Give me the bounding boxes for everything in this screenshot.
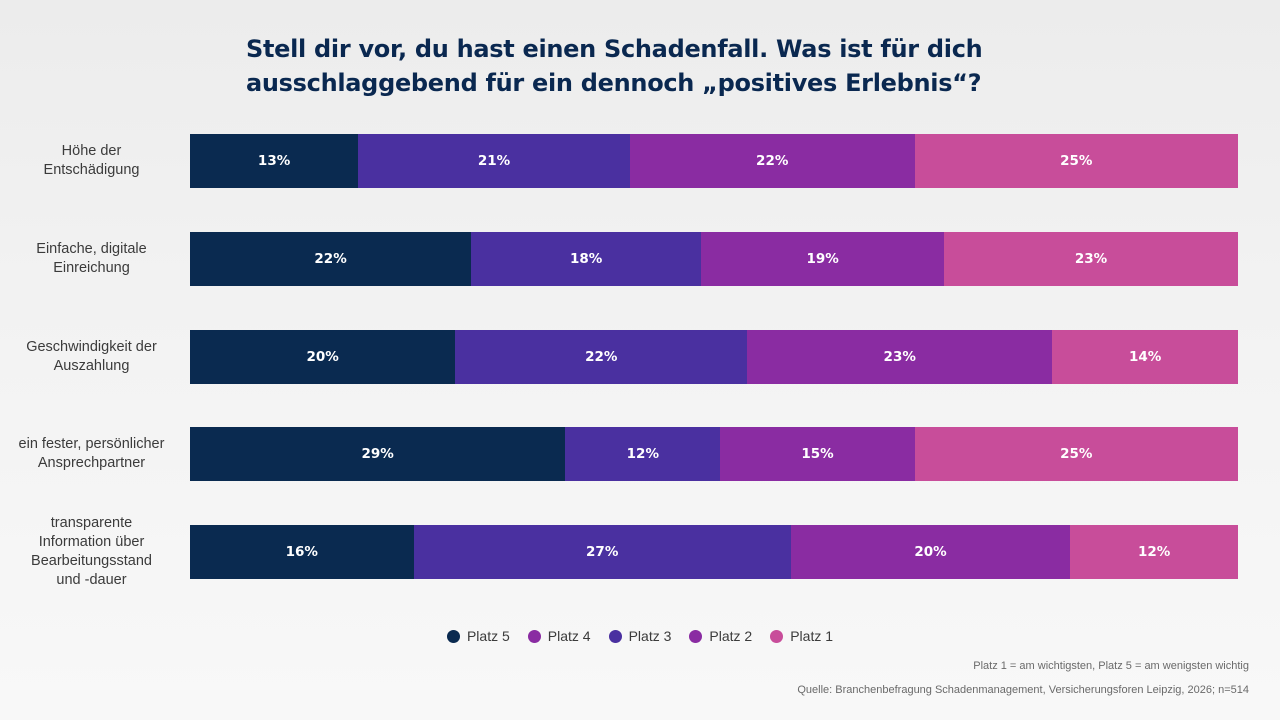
data-label: 23% <box>883 349 916 365</box>
bar-row: 22% 18% 19% 23% <box>190 232 1238 286</box>
bar-row: 20% 22% 23% 14% <box>190 330 1238 384</box>
data-label: 23% <box>1074 251 1108 267</box>
bar-segment: 21% <box>358 134 630 188</box>
legend-label: Platz 1 <box>790 628 834 644</box>
category-label-line: transparente <box>50 515 133 531</box>
legend-label: Platz 2 <box>709 628 753 644</box>
bar-segment: 27% <box>413 525 791 579</box>
legend-dot-icon <box>446 629 460 643</box>
bar-segment: 20% <box>790 525 1071 579</box>
bar-segment: 25% <box>914 427 1238 481</box>
category-label-line: Information über <box>38 534 145 550</box>
chart-legend: Platz 5 Platz 4 Platz 3 Platz 2 Platz 1 <box>0 628 1280 644</box>
data-label: 21% <box>477 153 511 169</box>
bar-segment: 25% <box>914 134 1238 188</box>
category-label-line: und -dauer <box>56 572 127 588</box>
data-label: 22% <box>756 153 789 169</box>
category-label: Höhe der Entschädigung <box>0 142 183 180</box>
legend-item: Platz 5 <box>446 628 510 644</box>
category-label-line: Entschädigung <box>43 162 140 178</box>
category-label-line: Einfache, digitale <box>36 241 147 257</box>
source-note: Quelle: Branchenbefragung Schadenmanagem… <box>797 684 1249 696</box>
legend-item: Platz 2 <box>689 628 752 644</box>
bar-segment: 12% <box>565 427 721 481</box>
category-label-line: Einreichung <box>53 260 130 276</box>
bar-segment: 16% <box>190 525 414 579</box>
bar-segment: 22% <box>455 330 748 384</box>
legend-item: Platz 3 <box>608 628 672 644</box>
legend-dot-icon <box>770 629 784 643</box>
bar-segment: 22% <box>629 134 915 188</box>
category-label-line: Bearbeitungsstand <box>31 553 152 569</box>
bar-segment: 19% <box>701 232 945 286</box>
legend-label: Platz 3 <box>628 628 672 644</box>
legend-item: Platz 4 <box>527 628 591 644</box>
legend-dot-icon <box>527 629 541 643</box>
data-label: 27% <box>586 544 619 560</box>
category-label-line: ein fester, persönlicher <box>18 436 165 452</box>
chart-title-line-1: Stell dir vor, du hast einen Schadenfall… <box>246 35 983 63</box>
bar-row: 29% 12% 15% 25% <box>190 427 1238 481</box>
category-label-line: Auszahlung <box>53 358 130 374</box>
bar-segment: 14% <box>1052 330 1238 384</box>
data-label: 22% <box>314 251 347 267</box>
category-label-line: Höhe der <box>61 143 122 159</box>
bar-segment: 18% <box>471 232 702 286</box>
category-label: Geschwindigkeit der Auszahlung <box>0 338 183 376</box>
bar-segment: 13% <box>190 134 359 188</box>
data-label: 20% <box>914 544 947 560</box>
bar-segment: 23% <box>747 330 1053 384</box>
data-label: 16% <box>285 544 318 560</box>
data-label: 25% <box>1060 153 1093 169</box>
bar-segment: 15% <box>720 427 915 481</box>
bar-row: 16% 27% 20% 12% <box>190 525 1238 579</box>
data-label: 15% <box>801 446 834 462</box>
bar-segment: 22% <box>190 232 472 286</box>
data-label: 25% <box>1060 446 1093 462</box>
category-label-line: Geschwindigkeit der <box>26 339 157 355</box>
category-label: ein fester, persönlicher Ansprechpartner <box>0 435 183 473</box>
data-label: 12% <box>1137 544 1171 560</box>
legend-dot-icon <box>608 629 622 643</box>
footnote: Platz 1 = am wichtigsten, Platz 5 = am w… <box>973 660 1249 672</box>
chart-title: Stell dir vor, du hast einen Schadenfall… <box>246 32 1046 100</box>
data-label: 29% <box>361 446 394 462</box>
data-label: 12% <box>626 446 659 462</box>
data-label: 22% <box>585 349 618 365</box>
data-label: 20% <box>306 349 339 365</box>
bar-segment: 20% <box>190 330 456 384</box>
bar-segment: 23% <box>944 232 1238 286</box>
category-label: Einfache, digitale Einreichung <box>0 240 183 278</box>
data-label: 14% <box>1128 349 1162 365</box>
legend-item: Platz 1 <box>770 628 833 644</box>
legend-label: Platz 5 <box>466 628 510 644</box>
bar-segment: 29% <box>190 427 566 481</box>
category-label: transparente Information über Bearbeitungs… <box>0 514 183 590</box>
chart-title-line-2: ausschlaggebend für ein dennoch „positiv… <box>246 69 982 97</box>
data-label: 19% <box>806 251 839 267</box>
legend-dot-icon <box>689 629 703 643</box>
category-label-line: Ansprechpartner <box>37 455 146 471</box>
data-label: 18% <box>570 251 603 267</box>
legend-label: Platz 4 <box>547 628 591 644</box>
bar-segment: 12% <box>1070 525 1238 579</box>
bar-row: 13% 21% 22% 25% <box>190 134 1238 188</box>
data-label: 13% <box>257 153 291 169</box>
